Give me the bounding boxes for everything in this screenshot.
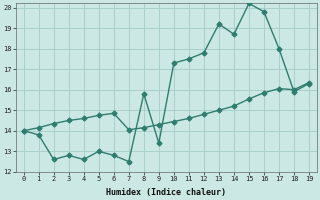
X-axis label: Humidex (Indice chaleur): Humidex (Indice chaleur)	[106, 188, 226, 197]
